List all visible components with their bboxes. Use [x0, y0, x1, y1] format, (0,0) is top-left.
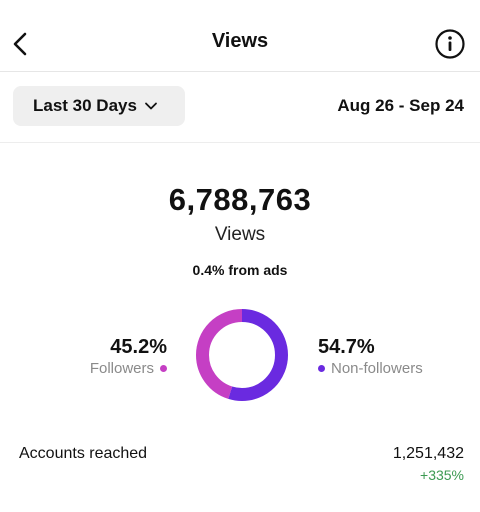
date-range-text: Aug 26 - Sep 24 [337, 96, 464, 115]
non-followers-legend-dot [318, 365, 325, 372]
page-title: Views [211, 30, 269, 52]
info-icon[interactable] [434, 28, 466, 60]
header: Views [0, 0, 480, 72]
date-range-label: Last 30 Days [33, 96, 137, 115]
followers-percent: 45.2% [110, 336, 167, 358]
date-range-dropdown[interactable]: Last 30 Days [13, 86, 185, 126]
section-divider [0, 142, 480, 143]
followers-label: Followers [89, 360, 154, 377]
donut-segment-followers [196, 309, 288, 401]
followers-legend-dot [160, 365, 167, 372]
non-followers-label: Non-followers [331, 360, 423, 377]
non-followers-stat: 54.7% Non-followers [318, 336, 423, 377]
followers-donut-chart [196, 309, 288, 401]
accounts-reached-value: 1,251,432 [392, 445, 464, 462]
total-views-label: Views [214, 224, 266, 245]
followers-stat: 45.2% Followers [90, 336, 167, 377]
ads-note: 0.4% from ads [192, 262, 288, 278]
chevron-down-icon [145, 102, 157, 110]
non-followers-percent: 54.7% [318, 336, 375, 358]
accounts-reached-label: Accounts reached [19, 445, 148, 462]
accounts-reached-change: +335% [420, 467, 464, 483]
chevron-left-icon[interactable] [8, 26, 34, 62]
total-views: 6,788,763 [168, 182, 312, 217]
